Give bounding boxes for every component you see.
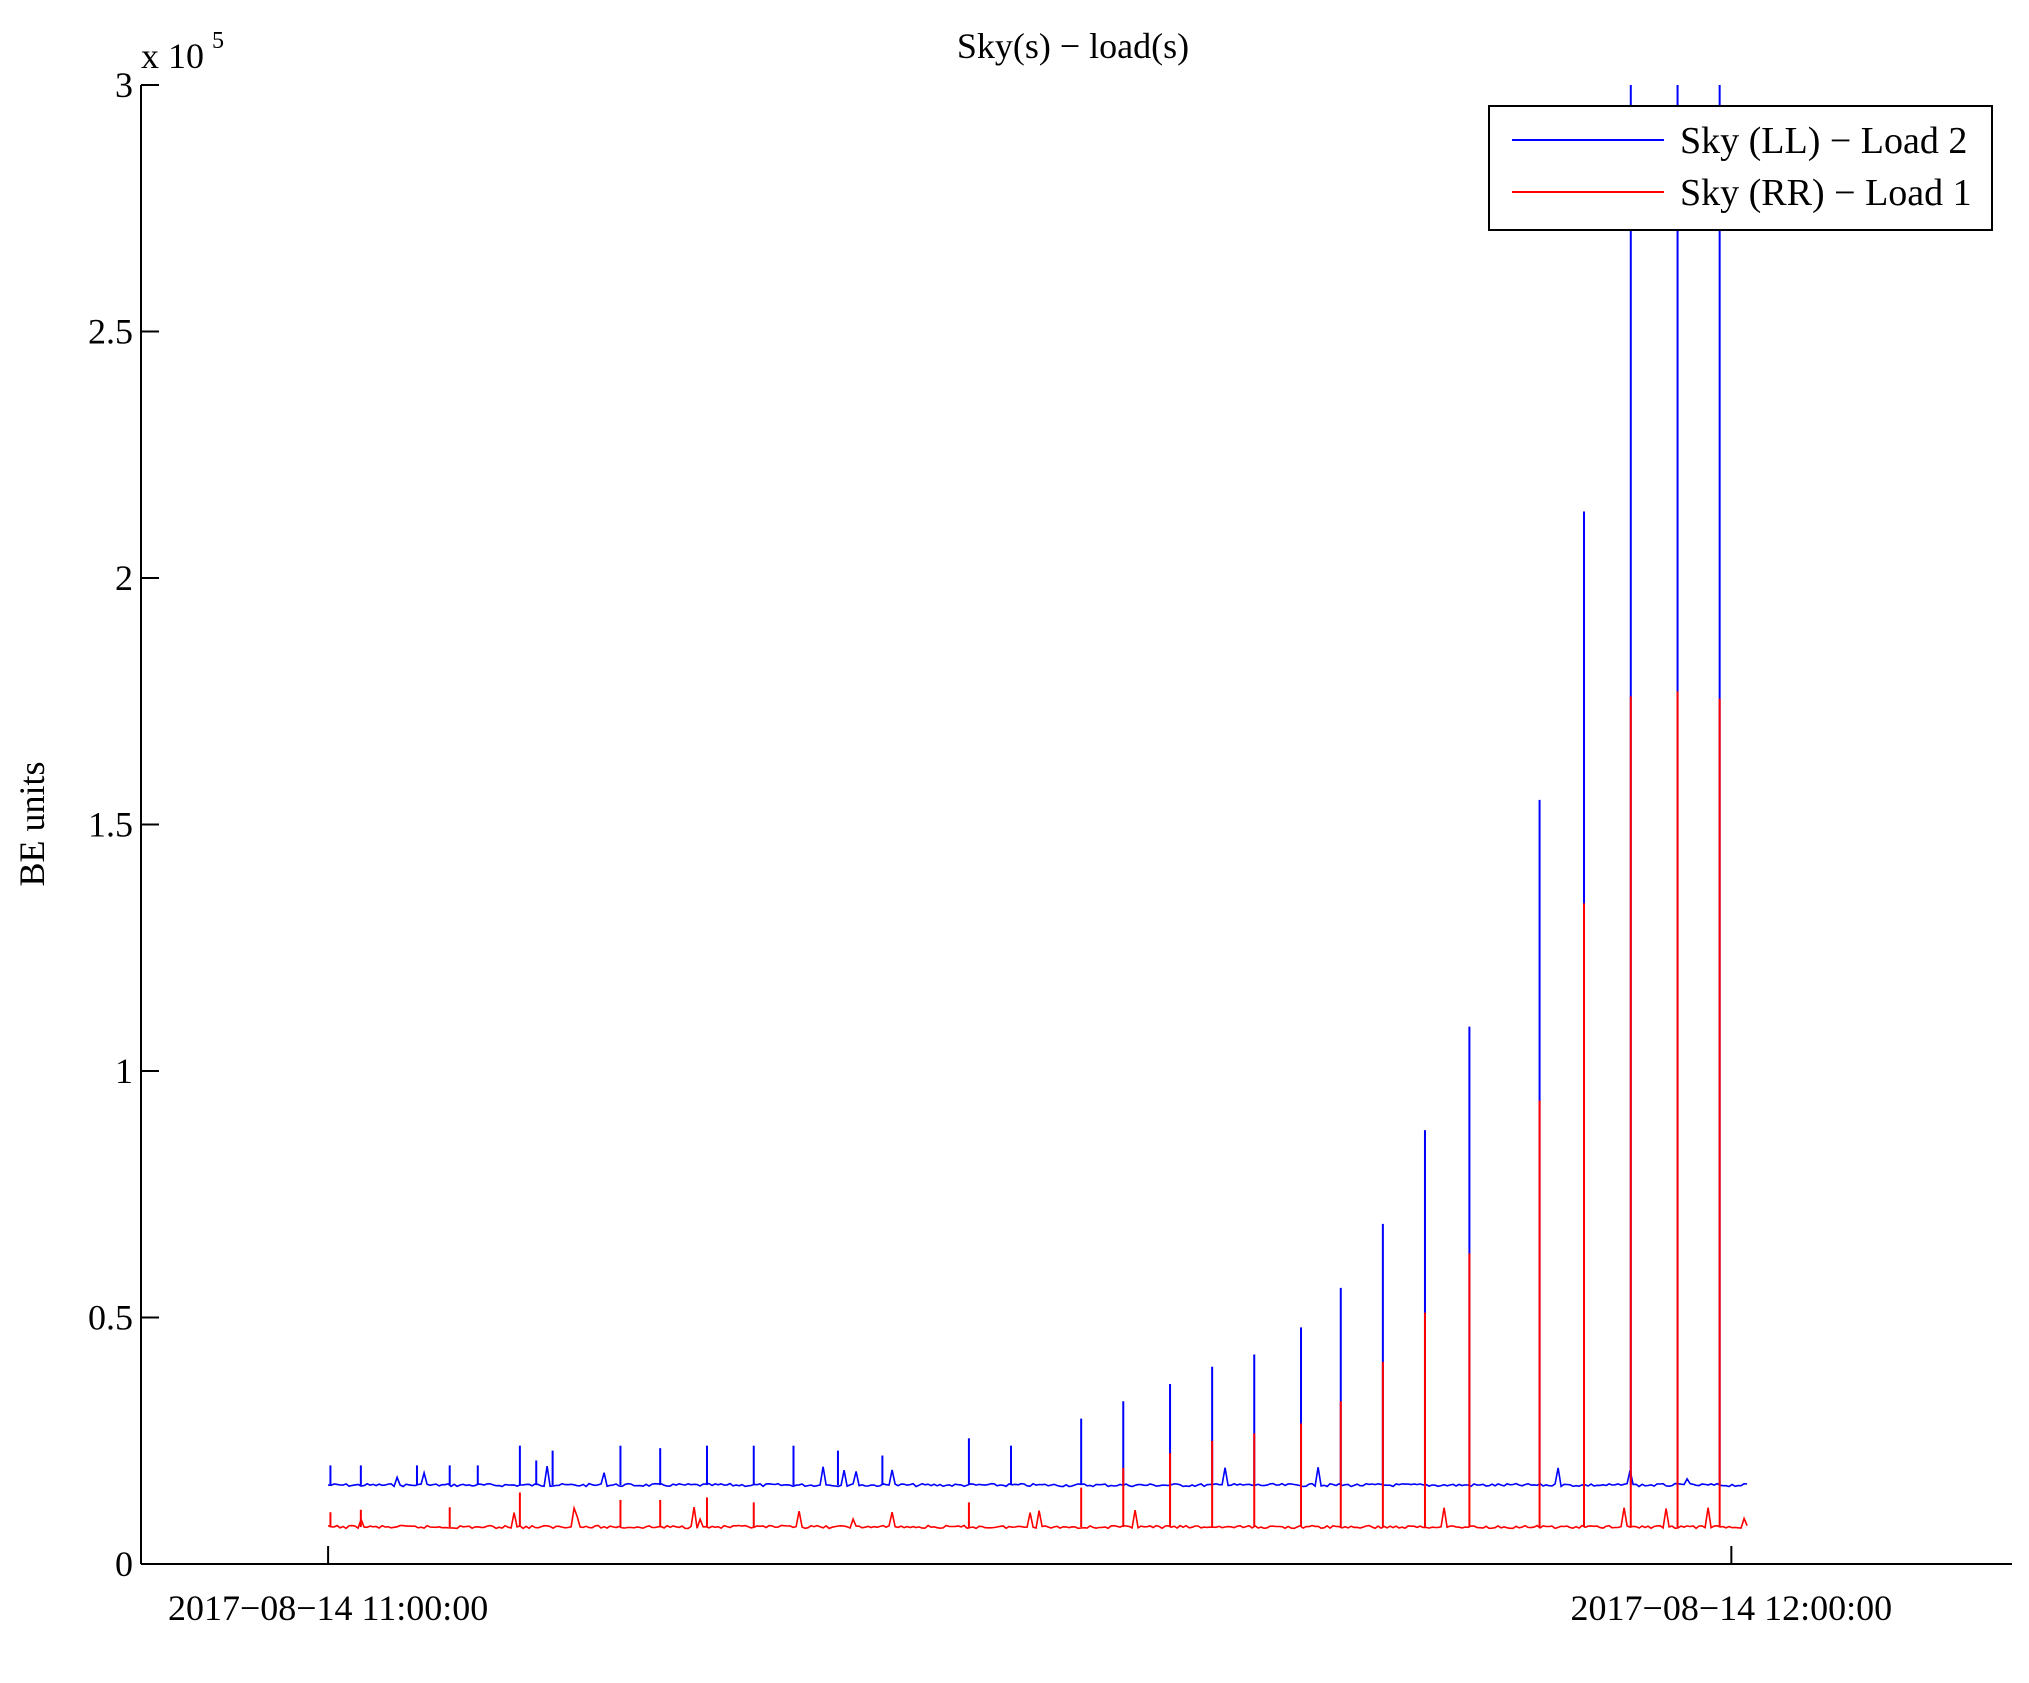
legend-box (1488, 105, 1993, 231)
x-tick-label: 2017−08−14 11:00:00 (168, 1588, 488, 1628)
series-sky-ll (328, 85, 1748, 1488)
y-tick-label: 2.5 (88, 312, 133, 352)
y-tick-label: 1.5 (88, 805, 133, 845)
series-sky-rr (327, 691, 1748, 1530)
x-tick-label: 2017−08−14 12:00:00 (1571, 1588, 1893, 1628)
y-tick-label: 2 (115, 558, 133, 598)
series-baseline-line (328, 1465, 1748, 1488)
y-tick-label: 3 (115, 65, 133, 105)
chart-title: Sky(s) − load(s) (957, 26, 1189, 66)
series-layer (327, 85, 1748, 1530)
y-axis-multiplier-exponent: 5 (212, 28, 224, 54)
legend: Sky (LL) − Load 2 Sky (RR) − Load 1 (1488, 105, 1993, 231)
y-tick-label: 0.5 (88, 1298, 133, 1338)
y-tick-label: 0 (115, 1544, 133, 1584)
y-axis-label: BE units (12, 761, 52, 886)
legend-label-rr: Sky (RR) − Load 1 (1680, 172, 1972, 214)
ticks: 0 0.5 1 1.5 2 2.5 3 2017−08−14 11:00:00 2017−08−… (88, 65, 1892, 1628)
series-baseline-line (327, 1504, 1748, 1530)
legend-label-ll: Sky (LL) − Load 2 (1680, 120, 1967, 162)
y-axis-multiplier: x 10 (141, 36, 204, 76)
y-tick-label: 1 (115, 1051, 133, 1091)
axes (140, 85, 2012, 1565)
